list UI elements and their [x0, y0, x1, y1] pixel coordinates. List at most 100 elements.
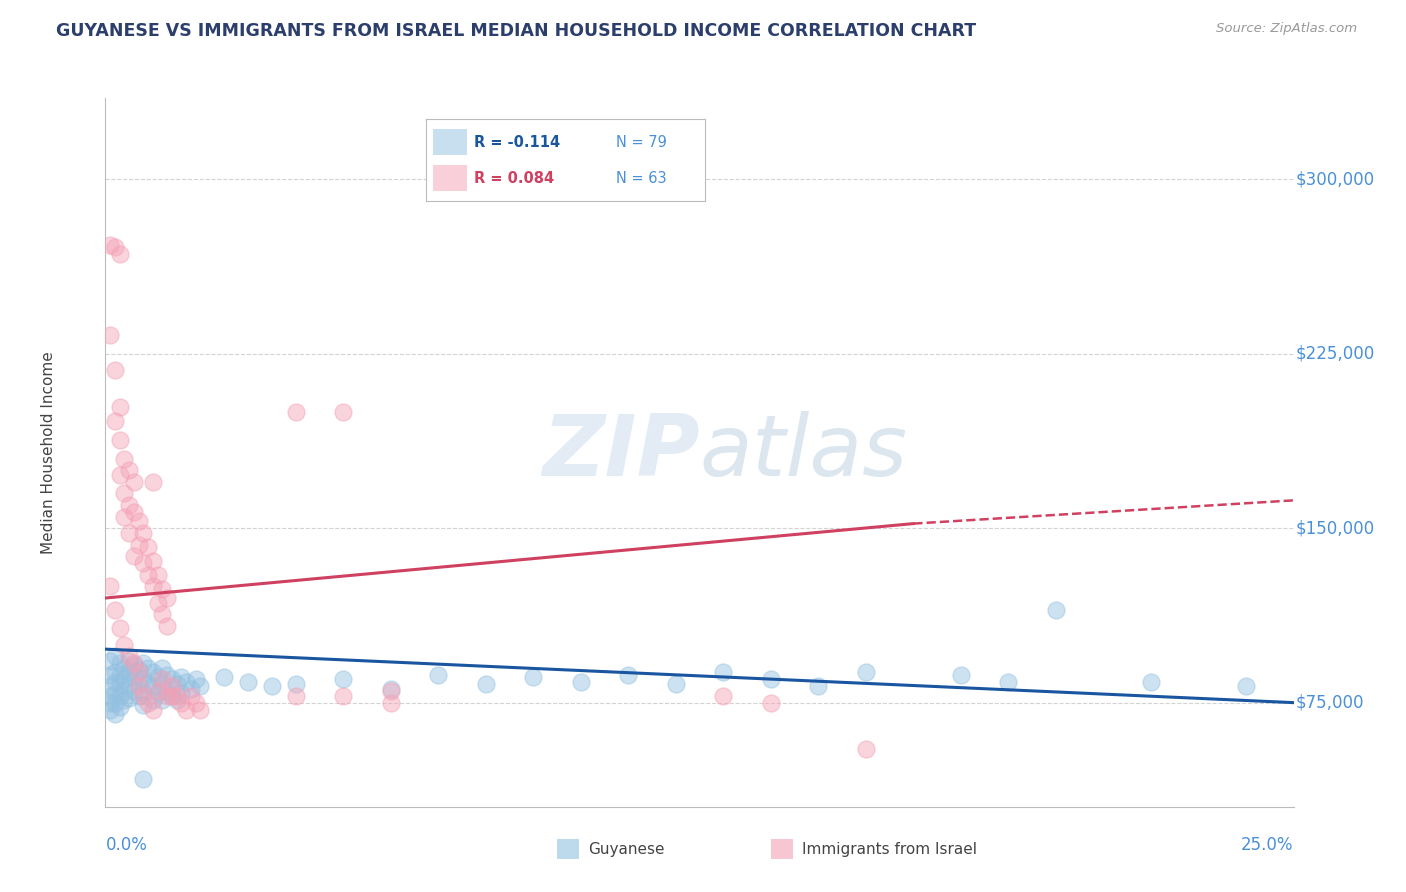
Point [142, 554, 165, 568]
Point [260, 679, 283, 693]
Point [284, 689, 307, 703]
Point [98, 679, 121, 693]
Point [108, 700, 131, 714]
Point [166, 693, 188, 707]
Point [170, 670, 193, 684]
Point [122, 670, 145, 684]
Point [284, 405, 307, 419]
Point [136, 661, 159, 675]
Point [617, 667, 640, 681]
Text: Source: ZipAtlas.com: Source: ZipAtlas.com [1216, 22, 1357, 36]
Point [156, 667, 179, 681]
Point [190, 679, 212, 693]
Point [128, 537, 150, 551]
Point [104, 707, 127, 722]
Point [104, 665, 127, 680]
Point [114, 673, 136, 687]
Point [174, 703, 197, 717]
Point [98, 703, 121, 717]
Point [174, 674, 197, 689]
Point [108, 433, 131, 447]
Point [759, 673, 782, 687]
Point [180, 681, 202, 696]
Point [104, 602, 127, 616]
Point [284, 677, 307, 691]
Point [108, 621, 131, 635]
Point [114, 451, 136, 466]
Point [855, 742, 877, 756]
Point [142, 693, 165, 707]
Point [136, 696, 159, 710]
Point [160, 673, 183, 687]
Point [152, 582, 174, 596]
Point [1045, 602, 1067, 616]
Point [108, 467, 131, 482]
Point [711, 665, 734, 680]
Point [380, 696, 402, 710]
Point [98, 579, 121, 593]
Point [98, 696, 121, 710]
Point [711, 689, 734, 703]
Point [569, 674, 592, 689]
Text: $225,000: $225,000 [1296, 345, 1375, 363]
Point [152, 677, 174, 691]
Point [170, 686, 193, 700]
Text: $75,000: $75,000 [1296, 694, 1364, 712]
Text: ZIP: ZIP [541, 411, 700, 494]
Point [118, 665, 141, 680]
Point [1234, 679, 1257, 693]
Point [214, 670, 236, 684]
Point [132, 656, 155, 670]
Point [184, 673, 207, 687]
Point [108, 247, 131, 261]
Point [114, 693, 136, 707]
Point [332, 689, 354, 703]
Point [146, 670, 169, 684]
Point [190, 703, 212, 717]
Point [98, 328, 121, 343]
Point [114, 684, 136, 698]
Point [142, 579, 165, 593]
Point [128, 663, 150, 677]
Point [166, 677, 188, 691]
Point [184, 696, 207, 710]
Point [142, 665, 165, 680]
Point [108, 677, 131, 691]
Point [128, 514, 150, 528]
Point [152, 673, 174, 687]
Point [132, 698, 155, 712]
Point [122, 684, 145, 698]
Point [759, 696, 782, 710]
Point [98, 689, 121, 703]
Point [108, 667, 131, 681]
Point [122, 505, 145, 519]
Point [118, 525, 141, 540]
Point [98, 654, 121, 668]
Point [118, 654, 141, 668]
Point [949, 667, 972, 681]
Point [114, 638, 136, 652]
Point [104, 686, 127, 700]
Point [152, 693, 174, 707]
Point [122, 658, 145, 673]
Text: atlas: atlas [700, 411, 907, 494]
Point [132, 686, 155, 700]
Point [118, 463, 141, 477]
Point [427, 667, 450, 681]
Point [380, 684, 402, 698]
Point [132, 673, 155, 687]
Point [156, 619, 179, 633]
Point [128, 679, 150, 693]
Point [156, 689, 179, 703]
Point [118, 690, 141, 705]
Point [108, 656, 131, 670]
Point [132, 689, 155, 703]
Point [474, 677, 496, 691]
Point [128, 674, 150, 689]
Point [160, 689, 183, 703]
Point [142, 679, 165, 693]
Point [108, 401, 131, 415]
Point [122, 656, 145, 670]
Text: GUYANESE VS IMMIGRANTS FROM ISRAEL MEDIAN HOUSEHOLD INCOME CORRELATION CHART: GUYANESE VS IMMIGRANTS FROM ISRAEL MEDIA… [56, 22, 976, 40]
Point [152, 607, 174, 622]
